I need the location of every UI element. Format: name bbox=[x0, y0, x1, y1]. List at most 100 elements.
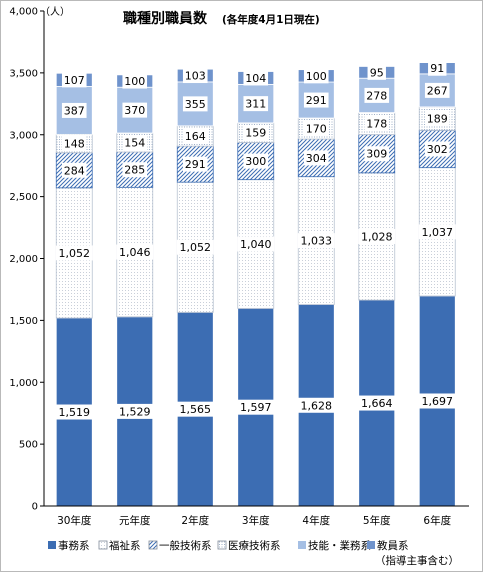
x-tick-label: 元年度 bbox=[119, 514, 151, 527]
data-label-box bbox=[243, 96, 269, 112]
data-label-box bbox=[303, 92, 329, 108]
data-label-box bbox=[116, 403, 154, 419]
data-label-box bbox=[116, 244, 154, 260]
legend-label: 一般技術系 bbox=[159, 539, 212, 552]
y-tick-label: 3,500 bbox=[9, 68, 38, 79]
data-label: 1,697 bbox=[422, 395, 454, 408]
data-label-box bbox=[237, 236, 275, 252]
data-label-box bbox=[418, 224, 456, 240]
data-label: 285 bbox=[124, 164, 145, 177]
data-label-box bbox=[303, 121, 329, 137]
y-tick-label: 500 bbox=[19, 440, 38, 451]
bar-stack: 1,597 1,040 300 159 311 104 bbox=[237, 70, 275, 507]
y-tick-label: 1,500 bbox=[9, 316, 38, 327]
legend-swatch bbox=[298, 541, 306, 549]
data-label-box bbox=[61, 72, 87, 88]
data-label: 100 bbox=[124, 75, 145, 88]
bar-stacks: 1,519 1,052 284 148 387 107 1,529 1,046 285 154 37… bbox=[55, 60, 456, 507]
data-label-box bbox=[122, 135, 148, 151]
y-tick-label: 2,500 bbox=[9, 192, 38, 203]
legend-label: 教員系 bbox=[377, 539, 409, 552]
data-label-box bbox=[428, 60, 447, 76]
data-label: 1,628 bbox=[301, 399, 333, 412]
x-axis-ticks: 30年度 元年度 2年度 3年度 4年度 5年度 6年度 bbox=[57, 514, 452, 527]
data-label: 100 bbox=[306, 70, 327, 83]
data-label: 1,529 bbox=[119, 405, 151, 418]
y-tick-label: 3,000 bbox=[9, 130, 38, 141]
data-label-box bbox=[182, 128, 208, 144]
data-label: 1,052 bbox=[59, 247, 91, 260]
data-label: 148 bbox=[64, 138, 85, 151]
bar-stack: 1,664 1,028 309 178 278 95 bbox=[358, 64, 396, 507]
legend-swatch bbox=[217, 540, 227, 550]
data-label-box bbox=[61, 162, 87, 178]
bar-stack: 1,519 1,052 284 148 387 107 bbox=[55, 72, 93, 507]
data-label-box bbox=[176, 239, 214, 255]
data-label: 291 bbox=[185, 158, 206, 171]
data-label: 291 bbox=[306, 94, 327, 107]
legend-swatch bbox=[367, 541, 375, 549]
data-label: 91 bbox=[430, 62, 444, 75]
data-label-box bbox=[61, 102, 87, 118]
legend-swatch bbox=[148, 540, 158, 550]
y-tick-label: 4,000 bbox=[9, 7, 38, 18]
data-label-box bbox=[176, 401, 214, 417]
data-label-box bbox=[182, 96, 208, 112]
x-tick-label: 30年度 bbox=[57, 514, 92, 527]
data-label-box bbox=[364, 146, 390, 162]
data-label: 95 bbox=[370, 66, 384, 79]
chart-subtitle: (各年度4月1日現在) bbox=[222, 13, 320, 26]
data-label-box bbox=[122, 73, 148, 89]
legend-label: 技能・業務系 bbox=[308, 539, 371, 552]
bar-stack: 1,628 1,033 304 170 291 100 bbox=[297, 68, 335, 507]
data-label: 1,597 bbox=[240, 401, 272, 414]
y-tick-label: 0 bbox=[32, 502, 38, 513]
data-label: 1,565 bbox=[180, 403, 212, 416]
data-label-box bbox=[303, 68, 329, 84]
x-tick-label: 4年度 bbox=[302, 514, 330, 527]
data-label: 1,052 bbox=[180, 241, 212, 254]
legend-label: 福祉系 bbox=[109, 539, 141, 552]
data-label: 107 bbox=[64, 74, 85, 87]
data-label-box bbox=[243, 153, 269, 169]
legend-swatch bbox=[48, 541, 56, 549]
data-label: 1,046 bbox=[119, 246, 151, 259]
data-label-box bbox=[364, 87, 390, 103]
data-label: 370 bbox=[124, 104, 145, 117]
data-label-box bbox=[424, 141, 450, 157]
axes bbox=[43, 11, 469, 507]
data-label-box bbox=[364, 116, 390, 132]
data-label: 103 bbox=[185, 70, 206, 83]
legend-note: （指導主事含む） bbox=[375, 554, 459, 567]
data-label: 159 bbox=[245, 127, 266, 140]
data-label-box bbox=[418, 393, 456, 409]
data-label-box bbox=[122, 162, 148, 178]
data-label: 267 bbox=[427, 84, 448, 97]
chart-title: 職種別職員数 bbox=[123, 10, 208, 27]
data-label: 1,037 bbox=[422, 226, 454, 239]
data-label-box bbox=[182, 156, 208, 172]
bar-stack: 1,697 1,037 302 189 267 91 bbox=[418, 60, 456, 507]
data-label-box bbox=[367, 64, 386, 80]
data-label-box bbox=[243, 70, 269, 86]
data-label: 355 bbox=[185, 98, 206, 111]
data-label: 1,519 bbox=[59, 406, 91, 419]
data-label: 284 bbox=[64, 164, 85, 177]
x-tick-label: 5年度 bbox=[363, 514, 391, 527]
data-label: 309 bbox=[366, 148, 387, 161]
x-tick-label: 2年度 bbox=[181, 514, 209, 527]
y-tick-label: 1,000 bbox=[9, 378, 38, 389]
legend-label: 医療技術系 bbox=[228, 539, 281, 552]
y-tick-label: 2,000 bbox=[9, 254, 38, 265]
y-axis-unit: （人） bbox=[40, 6, 70, 18]
data-label: 1,033 bbox=[301, 235, 333, 248]
data-label-box bbox=[55, 245, 93, 261]
data-label: 1,040 bbox=[240, 238, 272, 251]
legend: 事務系 福祉系 一般技術系 医療技術系 技能・業務系 教員系 （指導主事含む） bbox=[48, 539, 459, 567]
data-label: 300 bbox=[245, 155, 266, 168]
data-label-box bbox=[122, 102, 148, 118]
data-label-box bbox=[55, 404, 93, 420]
data-label-box bbox=[358, 395, 396, 411]
